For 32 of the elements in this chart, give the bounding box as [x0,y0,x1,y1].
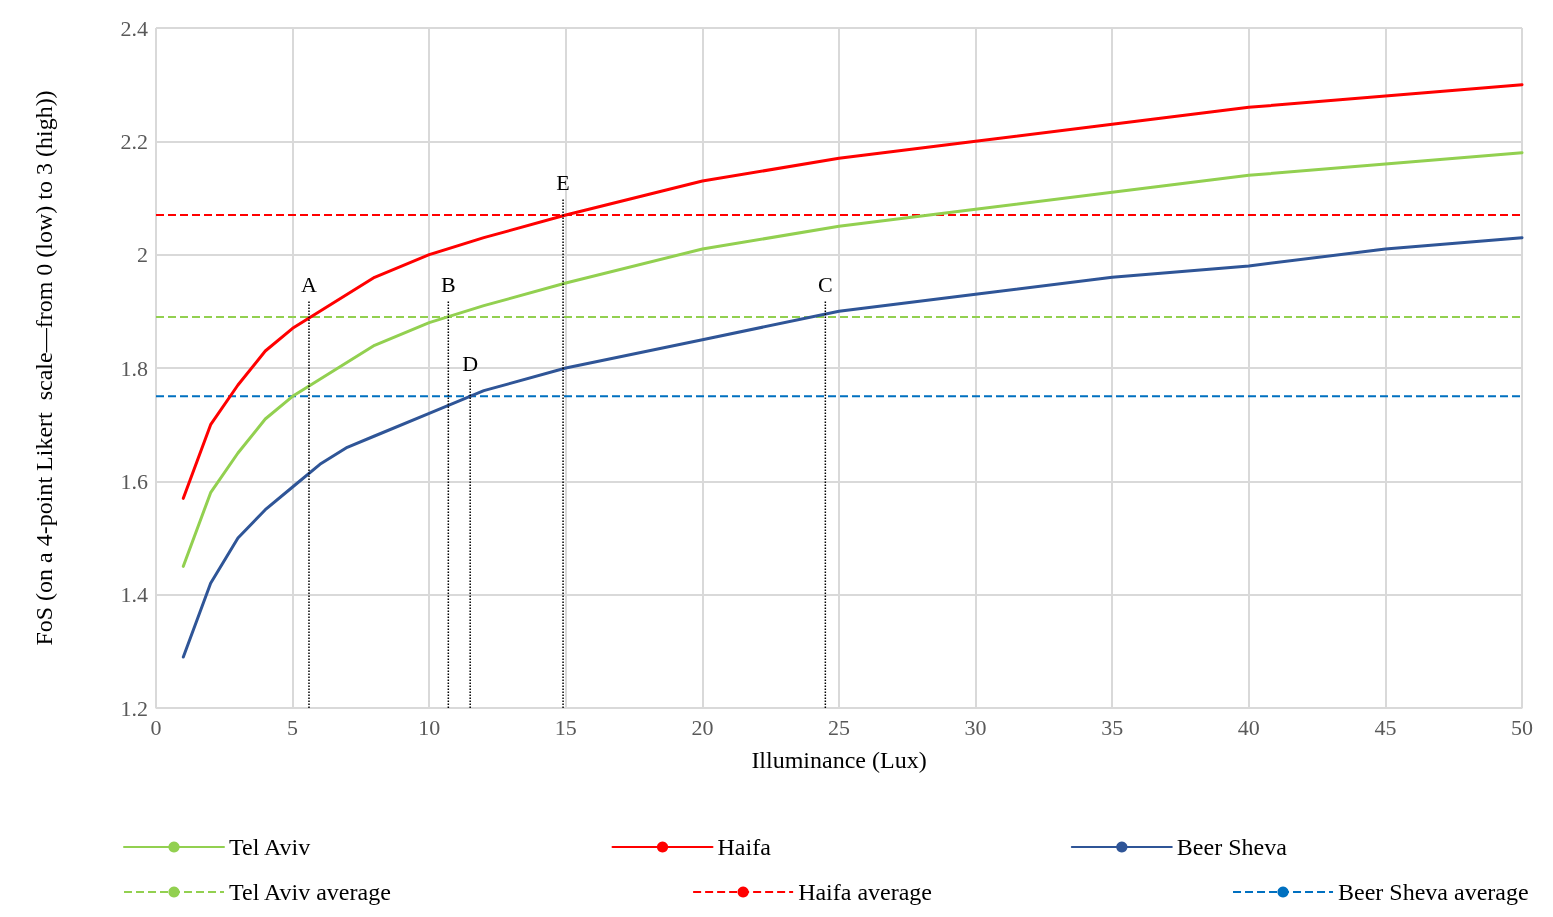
x-tick-label: 50 [1511,714,1533,740]
x-axis-title: Illuminance (Lux) [751,747,927,773]
y-tick-label: 1.6 [120,468,148,494]
y-tick-label: 1.2 [120,695,148,721]
y-tick-label: 2.2 [120,128,148,154]
y-axis-title: FoS (on a 4-point Likert scale—from 0 (low) to 3 (high)) [31,90,57,646]
legend-label: Tel Aviv average [229,879,391,905]
x-tick-label: 45 [1374,714,1397,740]
x-tick-label: 5 [287,714,299,740]
x-tick-label: 10 [418,714,441,740]
legend-label: Haifa [717,834,772,860]
legend-label: Beer Sheva average [1338,879,1529,905]
x-tick-label: 35 [1101,714,1124,740]
x-tick-label: 30 [964,714,987,740]
legend-label: Beer Sheva [1176,834,1288,860]
line-series [181,236,1524,659]
annotation: C [818,271,833,297]
legend-label: Haifa average [798,879,933,905]
x-tick-label: 0 [150,714,162,740]
y-tick-label: 1.4 [120,582,148,608]
x-tick-label: 25 [828,714,850,740]
x-tick-label: 40 [1237,714,1260,740]
annotation: D [462,350,479,376]
y-tick-label: 2 [137,242,148,268]
annotation: A [301,271,318,297]
x-tick-label: 15 [554,714,577,740]
annotation: B [440,271,456,297]
x-tick-label: 20 [691,714,714,740]
y-tick-label: 2.4 [120,15,148,41]
legend-label: Tel Aviv [229,834,311,860]
y-tick-label: 1.8 [120,355,148,381]
annotation: E [556,169,570,195]
